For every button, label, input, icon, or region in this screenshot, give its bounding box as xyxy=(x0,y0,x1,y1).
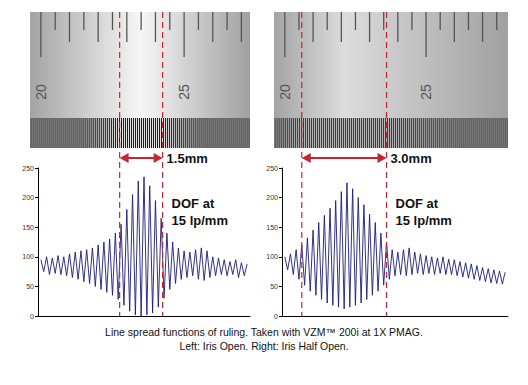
svg-text:DOF at: DOF at xyxy=(172,196,215,211)
svg-text:DOF at: DOF at xyxy=(396,196,439,211)
svg-text:250: 250 xyxy=(22,165,34,172)
svg-text:3.0mm: 3.0mm xyxy=(391,151,432,166)
svg-text:150: 150 xyxy=(22,224,34,231)
svg-text:50: 50 xyxy=(26,283,34,290)
svg-text:1.5mm: 1.5mm xyxy=(167,151,208,166)
svg-text:20: 20 xyxy=(277,84,293,100)
svg-text:Left: Iris Open. Right: Iris H: Left: Iris Open. Right: Iris Half Open. xyxy=(179,340,348,352)
svg-text:150: 150 xyxy=(266,224,278,231)
svg-text:50: 50 xyxy=(270,283,278,290)
svg-text:250: 250 xyxy=(266,165,278,172)
svg-text:15 lp/mm: 15 lp/mm xyxy=(396,213,452,228)
svg-text:200: 200 xyxy=(266,194,278,201)
svg-text:0: 0 xyxy=(274,313,278,320)
svg-text:Line spread functions of rulin: Line spread functions of ruling. Taken w… xyxy=(105,326,423,338)
svg-text:20: 20 xyxy=(33,84,49,100)
svg-text:0: 0 xyxy=(30,313,34,320)
svg-text:25: 25 xyxy=(418,84,434,100)
svg-text:200: 200 xyxy=(22,194,34,201)
svg-text:100: 100 xyxy=(266,253,278,260)
svg-text:100: 100 xyxy=(22,253,34,260)
svg-text:25: 25 xyxy=(176,84,192,100)
svg-text:15 lp/mm: 15 lp/mm xyxy=(172,213,228,228)
